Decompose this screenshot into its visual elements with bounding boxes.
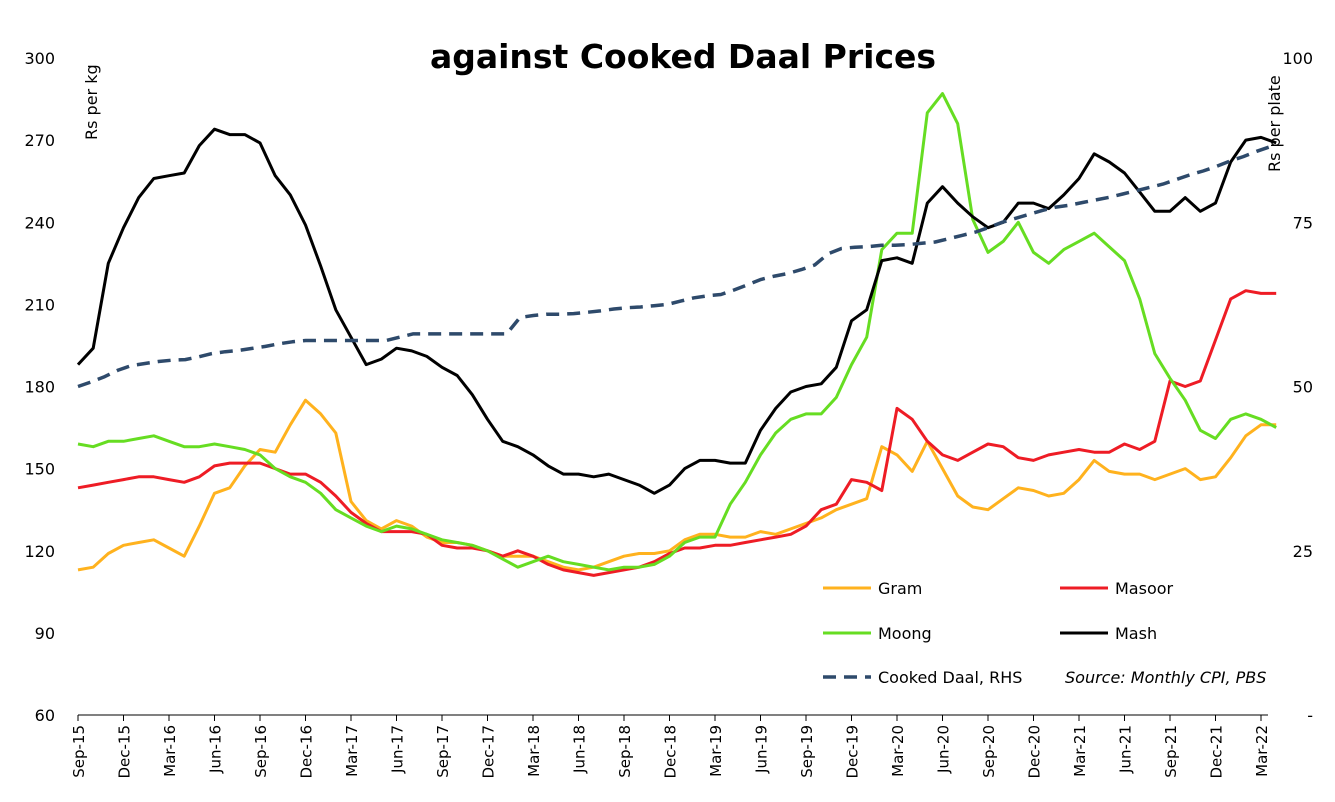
y-tick-label: 150	[24, 460, 55, 479]
y2-tick-label: 75	[1293, 213, 1313, 232]
x-tick-label: Sep-20	[980, 725, 998, 778]
y-tick-label: 60	[35, 706, 55, 725]
source-note: Source: Monthly CPI, PBS	[1065, 668, 1266, 687]
y2-tick-label: 100	[1282, 49, 1313, 68]
x-tick-label: Dec-19	[844, 725, 862, 779]
x-tick-label: Sep-18	[616, 725, 634, 778]
series-lines	[76, 92, 1277, 577]
y-tick-label: 90	[35, 624, 55, 643]
series-line-masoor	[77, 289, 1277, 577]
y2-tick-label: -	[1307, 706, 1313, 725]
legend: Gram Masoor Moong Mash Cooked Daal, RHS	[823, 579, 1174, 687]
series-line-mash	[76, 127, 1277, 495]
x-tick-label: Mar-20	[889, 725, 907, 777]
legend-label: Gram	[878, 579, 922, 598]
series-line-gram	[77, 398, 1277, 572]
x-tick-label: Sep-16	[252, 725, 270, 778]
chart-title: against Cooked Daal Prices	[430, 37, 936, 76]
x-tick-label: Jun-17	[389, 725, 407, 774]
x-tick-label: Jun-16	[207, 725, 225, 774]
axes	[77, 714, 1268, 721]
x-tick-label: Sep-15	[70, 725, 88, 778]
x-axis-ticks: Sep-15 Dec-15 Mar-16 Jun-16 Sep-16 Dec-16 Mar-…	[70, 725, 1271, 779]
y-tick-label: 120	[24, 542, 55, 561]
legend-label: Cooked Daal, RHS	[878, 668, 1022, 687]
x-tick-label: Mar-19	[707, 725, 725, 777]
y-tick-label: 240	[24, 213, 55, 232]
right-axis-label: Rs per plate	[1265, 75, 1284, 172]
x-tick-label: Mar-16	[161, 725, 179, 777]
x-tick-label: Mar-17	[343, 725, 361, 777]
x-tick-label: Sep-17	[434, 725, 452, 778]
x-tick-label: Dec-16	[298, 725, 316, 779]
series-line-moong	[77, 92, 1277, 572]
y-tick-label: 270	[24, 131, 55, 150]
right-axis-ticks: - 25 50 75 100	[1282, 49, 1313, 725]
y-tick-label: 180	[24, 378, 55, 397]
left-axis-ticks: 60 90 120 150 180 210 240 270 300	[24, 49, 55, 725]
left-axis-label: Rs per kg	[82, 64, 101, 140]
x-tick-label: Jun-18	[571, 725, 589, 774]
x-tick-label: Mar-18	[525, 725, 543, 777]
x-tick-label: Sep-19	[798, 725, 816, 778]
x-tick-label: Sep-21	[1162, 725, 1180, 778]
x-tick-label: Jun-20	[935, 725, 953, 774]
y-tick-label: 210	[24, 295, 55, 314]
x-tick-label: Mar-22	[1253, 725, 1271, 777]
legend-label: Mash	[1115, 624, 1157, 643]
y2-tick-label: 25	[1293, 542, 1313, 561]
y-tick-label: 300	[24, 49, 55, 68]
x-tick-label: Jun-19	[753, 725, 771, 774]
x-tick-label: Dec-21	[1208, 725, 1226, 779]
x-tick-label: Dec-17	[480, 725, 498, 779]
x-tick-label: Dec-18	[662, 725, 680, 779]
x-tick-label: Dec-20	[1026, 725, 1044, 779]
x-tick-label: Dec-15	[116, 725, 134, 779]
series-line-cooked-daal-rhs	[77, 145, 1271, 389]
legend-label: Moong	[878, 624, 932, 643]
x-tick-label: Mar-21	[1071, 725, 1089, 777]
x-tick-label: Jun-21	[1117, 725, 1135, 774]
y2-tick-label: 50	[1293, 378, 1313, 397]
legend-label: Masoor	[1115, 579, 1174, 598]
